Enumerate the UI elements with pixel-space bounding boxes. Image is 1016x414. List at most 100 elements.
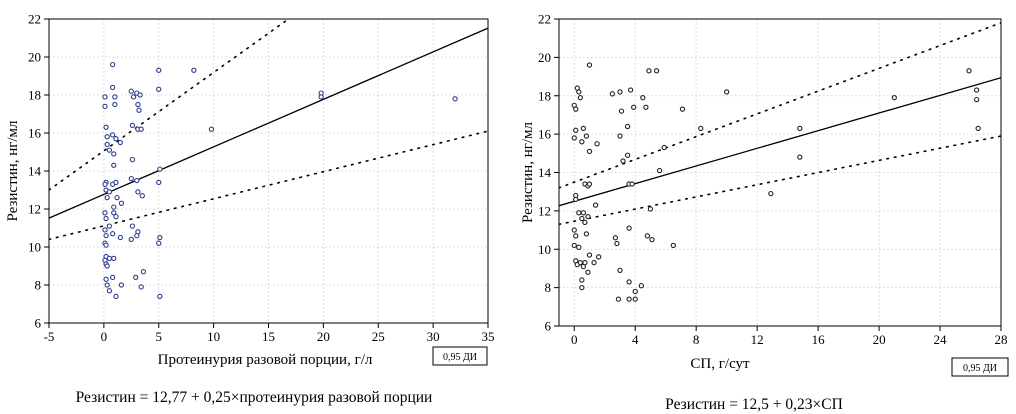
data-point (130, 94, 137, 100)
x-tick-label: 30 (427, 329, 440, 344)
legend-label: 0,95 ДИ (963, 363, 997, 374)
regression-line (559, 77, 1001, 207)
data-point (617, 89, 623, 95)
data-point (113, 179, 119, 186)
data-point (661, 144, 667, 151)
data-point (191, 67, 197, 73)
regression-equation: Резистин = 12,5 + 0,23×СП (665, 396, 843, 413)
data-point (157, 234, 163, 241)
y-tick-label: 20 (28, 50, 41, 65)
data-point (573, 233, 579, 239)
data-point (111, 210, 117, 216)
y-tick-label: 8 (545, 280, 552, 295)
data-point (609, 91, 615, 97)
y-tick-label: 18 (28, 88, 41, 103)
data-point (649, 237, 655, 243)
data-point (615, 296, 622, 302)
legend-box (432, 346, 488, 366)
data-point (591, 260, 597, 266)
data-point (612, 235, 619, 241)
data-point (644, 233, 651, 239)
data-point (653, 68, 660, 74)
data-point (797, 125, 803, 132)
data-point (620, 158, 626, 164)
data-point (106, 189, 113, 195)
y-tick-label: 18 (538, 88, 551, 103)
data-point (452, 96, 458, 102)
data-point (585, 213, 591, 220)
data-point (576, 210, 582, 216)
data-point (139, 193, 145, 199)
data-point (102, 103, 108, 110)
data-point (118, 200, 125, 206)
y-tick-label: 8 (35, 278, 42, 293)
data-point (582, 219, 588, 226)
y-tick-label: 6 (545, 319, 552, 334)
data-point (627, 87, 634, 93)
data-point (576, 89, 582, 95)
x-tick-label: 25 (372, 329, 385, 344)
data-point (966, 68, 972, 74)
data-point (626, 296, 632, 302)
data-point (110, 61, 116, 68)
data-point (768, 190, 774, 197)
data-point (973, 87, 980, 93)
data-point (891, 95, 897, 101)
x-tick-label: 5 (156, 329, 163, 344)
x-tick-label: 8 (693, 332, 700, 347)
data-point (111, 151, 117, 157)
data-point (577, 95, 583, 101)
x-tick-label: 10 (207, 329, 220, 344)
data-point (134, 177, 140, 184)
chart-2: 0 4 8 12 16 20 24 28 6 8 10 12 14 16 18 20 22 СП, г/сут Ре… (520, 12, 1009, 413)
data-point (111, 204, 117, 210)
data-point (129, 223, 136, 229)
data-point (133, 274, 139, 281)
data-point (580, 210, 587, 216)
legend-box (951, 357, 1009, 377)
data-point (103, 242, 109, 248)
data-point (624, 123, 631, 130)
data-point (617, 133, 623, 139)
data-point (646, 68, 652, 74)
y-tick-label: 22 (28, 12, 41, 27)
data-point (106, 147, 113, 153)
y-tick-label: 14 (28, 164, 42, 179)
data-point (113, 293, 119, 300)
data-point (102, 181, 108, 187)
data-point (136, 107, 142, 113)
data-point (632, 288, 638, 295)
data-point (583, 133, 590, 139)
data-point (156, 86, 162, 92)
data-point (103, 232, 109, 239)
data-point (106, 223, 113, 229)
x-axis-label: СП, г/сут (690, 356, 750, 372)
data-point (110, 84, 116, 91)
data-point (579, 277, 585, 283)
data-point (576, 244, 582, 250)
data-point (640, 95, 646, 101)
data-point (157, 293, 163, 300)
data-point (973, 96, 980, 103)
x-tick-label: 20 (873, 332, 886, 347)
x-tick-label: 0 (101, 329, 108, 344)
data-point (594, 141, 600, 147)
data-point (103, 215, 109, 222)
data-point (580, 125, 587, 132)
data-point (140, 269, 147, 275)
y-tick-label: 12 (538, 203, 551, 218)
data-point (638, 283, 644, 289)
data-point (128, 175, 134, 182)
data-point (103, 276, 109, 282)
data-point (724, 89, 730, 95)
y-axis-label: Резистин, нг/мл (520, 121, 536, 223)
data-point (585, 269, 591, 275)
data-point (135, 101, 141, 108)
data-point (208, 126, 215, 132)
data-point (104, 134, 110, 140)
y-axis-label: Резистин, нг/мл (5, 120, 21, 222)
y-tick-label: 16 (28, 126, 42, 141)
data-point (106, 288, 113, 294)
data-point (110, 231, 116, 237)
data-point (583, 231, 590, 237)
